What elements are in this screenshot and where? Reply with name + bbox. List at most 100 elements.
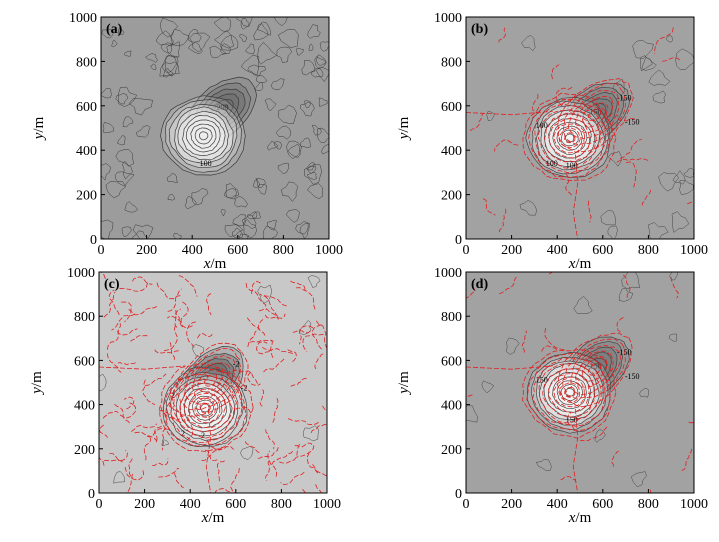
noise-contour — [160, 42, 172, 54]
red-noise-contour — [286, 348, 297, 362]
plot-frame — [100, 16, 330, 240]
y-tick-label: 800 — [441, 310, 462, 325]
noise-contour — [110, 39, 118, 48]
noise-contour — [275, 125, 292, 140]
red-contour — [177, 348, 242, 411]
red-noise-contour — [143, 438, 151, 461]
noise-contour — [295, 47, 305, 56]
noise-contour — [300, 101, 315, 117]
noise-contour — [299, 222, 310, 239]
y-tick-label: 800 — [76, 55, 97, 70]
noise-contour — [286, 140, 302, 159]
red-noise-contour — [267, 450, 278, 477]
noise-contour — [223, 188, 237, 200]
red-noise-contour — [560, 476, 577, 482]
red-noise-contour — [206, 293, 212, 316]
y-tick-label: 600 — [441, 100, 462, 115]
noise-contour — [280, 181, 299, 202]
noise-contour — [220, 43, 231, 54]
noise-contour — [621, 272, 640, 289]
red-contour — [548, 372, 591, 413]
y-tick-label: 800 — [441, 55, 462, 70]
red-noise-contour — [117, 362, 136, 366]
x-tick-label: 400 — [182, 243, 203, 258]
noise-contour — [306, 162, 315, 171]
noise-contour — [647, 222, 669, 239]
red-noise-contour — [566, 412, 575, 431]
noise-contour — [317, 127, 329, 143]
noise-contour — [118, 86, 138, 107]
noise-contour — [247, 211, 258, 220]
noise-contour — [298, 320, 312, 335]
noise-contour — [607, 151, 623, 167]
noise-contour — [243, 219, 258, 238]
red-contour — [575, 96, 614, 134]
noise-contour — [128, 98, 153, 116]
noise-contour — [308, 43, 314, 52]
red-contour-tail — [572, 154, 579, 239]
red-contour — [522, 92, 617, 182]
noise-contour — [274, 17, 289, 27]
y-axis-label: y/m — [29, 371, 45, 396]
plot-frame — [465, 16, 695, 240]
red-noise-contour — [186, 419, 194, 442]
contour-label: -150 — [617, 348, 632, 357]
noise-contour — [307, 275, 321, 288]
noise-contour — [658, 172, 680, 192]
red-noise-contour — [123, 396, 135, 410]
noise-contour — [295, 221, 309, 235]
red-contour — [184, 355, 237, 405]
plot-frame — [98, 271, 328, 494]
red-noise-contour — [174, 308, 184, 328]
x-tick-label: 200 — [136, 243, 157, 258]
red-noise-contour — [174, 308, 182, 328]
red-noise-contour — [626, 161, 637, 188]
red-noise-contour — [204, 449, 218, 462]
noise-contour — [318, 97, 328, 107]
noise-contour — [277, 162, 290, 174]
red-noise-contour — [621, 273, 631, 298]
noise-contour — [191, 188, 209, 206]
noise-contour — [121, 226, 132, 238]
red-noise-contour — [99, 424, 108, 438]
red-noise-contour — [259, 293, 287, 307]
noise-contour — [114, 171, 135, 187]
noise-contour — [165, 54, 179, 74]
noise-contour — [101, 219, 114, 239]
red-noise-contour — [232, 406, 252, 416]
noise-contour — [263, 225, 278, 239]
red-noise-contour — [178, 275, 198, 297]
y-tick-label: 200 — [441, 189, 462, 204]
noise-contour — [161, 439, 169, 446]
noise-contour — [117, 27, 125, 36]
red-noise-contour — [102, 410, 119, 419]
panel-label: (c) — [104, 277, 120, 292]
y-tick-label: 1000 — [67, 266, 95, 281]
red-contour — [203, 373, 218, 387]
noise-contour — [231, 227, 244, 238]
noise-contour — [257, 284, 273, 304]
panel-4: -150 150 -150 -150 150 0 200 400 600 800 1000 0 200 4… — [396, 266, 708, 526]
red-noise-contour — [116, 328, 138, 336]
red-noise-contour — [259, 388, 265, 407]
noise-contour — [314, 56, 327, 69]
x-tick-label: 1000 — [315, 243, 343, 258]
red-noise-contour — [119, 402, 137, 419]
y-tick-label: 0 — [90, 233, 97, 248]
red-noise-contour — [681, 448, 693, 472]
noise-contour — [287, 143, 301, 158]
red-contour — [194, 397, 216, 418]
contour-label: -2 — [233, 359, 240, 368]
x-axis-label: x/m — [568, 256, 592, 272]
contour-label: -200 — [214, 103, 229, 112]
contour-label: 2 — [201, 431, 205, 440]
contour-label: -150 — [625, 118, 640, 127]
red-noise-contour — [117, 282, 148, 292]
red-noise-contour — [306, 451, 319, 474]
noise-contour — [573, 296, 593, 314]
noise-contour — [245, 43, 255, 55]
red-noise-contour — [256, 447, 279, 459]
contour-label: 100 — [546, 159, 558, 168]
noise-contour — [189, 32, 211, 53]
red-contour — [168, 373, 243, 443]
